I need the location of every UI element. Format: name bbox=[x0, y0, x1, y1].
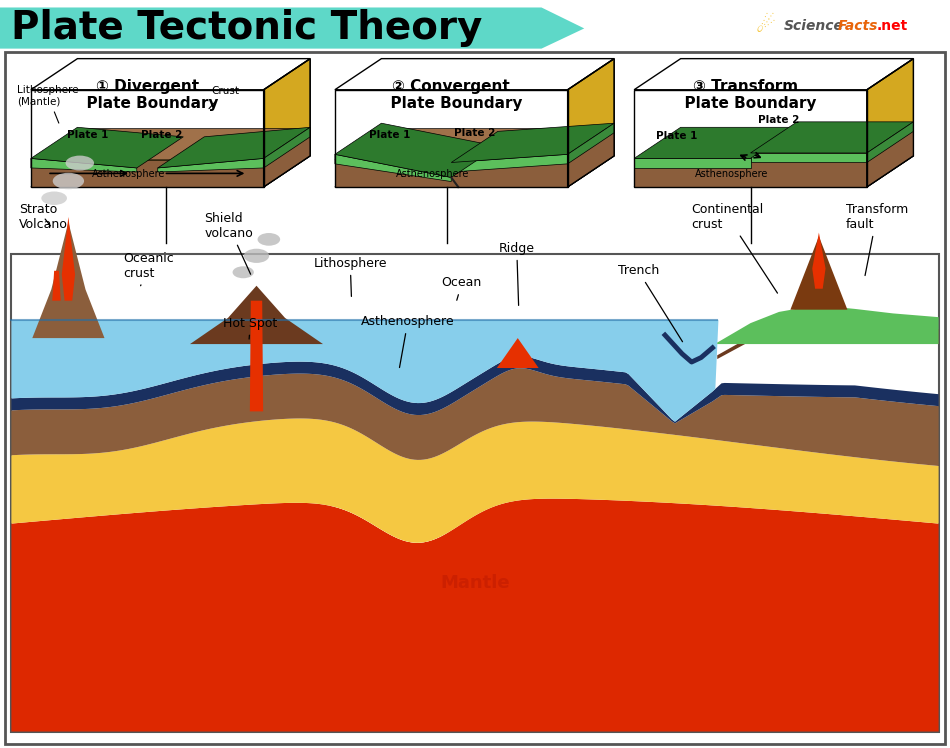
Text: Plate Tectonic Theory: Plate Tectonic Theory bbox=[11, 10, 483, 47]
Polygon shape bbox=[158, 127, 310, 168]
Text: Asthenosphere: Asthenosphere bbox=[695, 169, 769, 180]
Polygon shape bbox=[11, 499, 939, 732]
Polygon shape bbox=[812, 233, 826, 289]
Polygon shape bbox=[30, 127, 183, 168]
Text: Plate 1: Plate 1 bbox=[369, 129, 410, 140]
Text: Facts: Facts bbox=[838, 19, 878, 33]
Polygon shape bbox=[750, 153, 867, 162]
Text: Asthenosphere: Asthenosphere bbox=[396, 169, 469, 180]
Text: Plate 2: Plate 2 bbox=[454, 128, 496, 138]
Text: ③ Transform
  Plate Boundary: ③ Transform Plate Boundary bbox=[674, 79, 817, 111]
Polygon shape bbox=[30, 159, 137, 172]
Polygon shape bbox=[717, 318, 939, 359]
Text: .net: .net bbox=[877, 19, 908, 33]
Ellipse shape bbox=[42, 191, 66, 205]
Text: Asthenosphere: Asthenosphere bbox=[92, 169, 165, 180]
Polygon shape bbox=[635, 160, 867, 187]
Text: Plate 1: Plate 1 bbox=[656, 131, 697, 141]
Text: Plate 2: Plate 2 bbox=[141, 129, 182, 140]
Polygon shape bbox=[250, 301, 263, 411]
Polygon shape bbox=[11, 320, 939, 422]
Text: Shield
volcano: Shield volcano bbox=[204, 212, 253, 275]
Text: ① Divergent
  Plate Boundary: ① Divergent Plate Boundary bbox=[76, 79, 219, 111]
Text: Science: Science bbox=[784, 19, 844, 33]
Polygon shape bbox=[263, 129, 310, 187]
Text: Continental
crust: Continental crust bbox=[692, 203, 777, 293]
Polygon shape bbox=[867, 122, 914, 162]
Polygon shape bbox=[334, 129, 614, 160]
Text: ② Convergent
  Plate Boundary: ② Convergent Plate Boundary bbox=[380, 79, 522, 111]
Ellipse shape bbox=[257, 233, 280, 246]
Polygon shape bbox=[334, 123, 498, 177]
Polygon shape bbox=[567, 58, 614, 187]
Polygon shape bbox=[790, 236, 847, 310]
Text: Lithosphere
(Mantle): Lithosphere (Mantle) bbox=[17, 85, 79, 123]
Ellipse shape bbox=[66, 156, 94, 171]
Text: Mantle: Mantle bbox=[440, 574, 510, 592]
Polygon shape bbox=[867, 129, 914, 187]
Polygon shape bbox=[334, 156, 614, 187]
Polygon shape bbox=[334, 154, 451, 182]
Polygon shape bbox=[750, 122, 914, 153]
Text: Trench: Trench bbox=[618, 264, 682, 342]
Polygon shape bbox=[567, 129, 614, 187]
Polygon shape bbox=[263, 58, 310, 187]
Polygon shape bbox=[11, 368, 939, 466]
Polygon shape bbox=[158, 159, 263, 172]
Polygon shape bbox=[451, 154, 567, 172]
Polygon shape bbox=[190, 286, 323, 344]
Polygon shape bbox=[11, 356, 939, 423]
Polygon shape bbox=[11, 418, 939, 543]
Polygon shape bbox=[334, 160, 567, 187]
Polygon shape bbox=[635, 159, 750, 168]
Polygon shape bbox=[62, 217, 75, 301]
Polygon shape bbox=[52, 271, 61, 301]
Polygon shape bbox=[11, 467, 939, 543]
Polygon shape bbox=[32, 222, 104, 338]
Text: Strato
Volcano: Strato Volcano bbox=[19, 203, 67, 231]
Polygon shape bbox=[635, 129, 914, 160]
Text: Lithosphere: Lithosphere bbox=[314, 257, 387, 296]
Text: Ridge: Ridge bbox=[499, 242, 535, 305]
FancyBboxPatch shape bbox=[11, 254, 939, 732]
Polygon shape bbox=[263, 127, 310, 168]
Ellipse shape bbox=[52, 173, 84, 189]
Text: ☄: ☄ bbox=[755, 16, 775, 36]
Polygon shape bbox=[0, 7, 584, 49]
Text: Plate 2: Plate 2 bbox=[758, 114, 800, 125]
Polygon shape bbox=[497, 338, 539, 368]
Polygon shape bbox=[30, 156, 310, 187]
Text: Crust: Crust bbox=[209, 86, 238, 108]
Text: Plate 1: Plate 1 bbox=[66, 129, 108, 140]
Text: Transform
fault: Transform fault bbox=[846, 203, 908, 275]
Polygon shape bbox=[717, 305, 939, 344]
Text: Hot Spot: Hot Spot bbox=[223, 316, 277, 339]
Polygon shape bbox=[567, 123, 614, 164]
Polygon shape bbox=[635, 127, 797, 159]
Polygon shape bbox=[30, 129, 310, 160]
Polygon shape bbox=[30, 160, 263, 187]
Polygon shape bbox=[451, 123, 614, 162]
Ellipse shape bbox=[233, 266, 254, 278]
Text: Asthenosphere: Asthenosphere bbox=[361, 315, 455, 367]
Polygon shape bbox=[867, 58, 914, 187]
Text: Ocean: Ocean bbox=[442, 276, 482, 300]
Polygon shape bbox=[635, 156, 914, 187]
Ellipse shape bbox=[244, 248, 269, 263]
Text: Oceanic
crust: Oceanic crust bbox=[124, 251, 174, 286]
